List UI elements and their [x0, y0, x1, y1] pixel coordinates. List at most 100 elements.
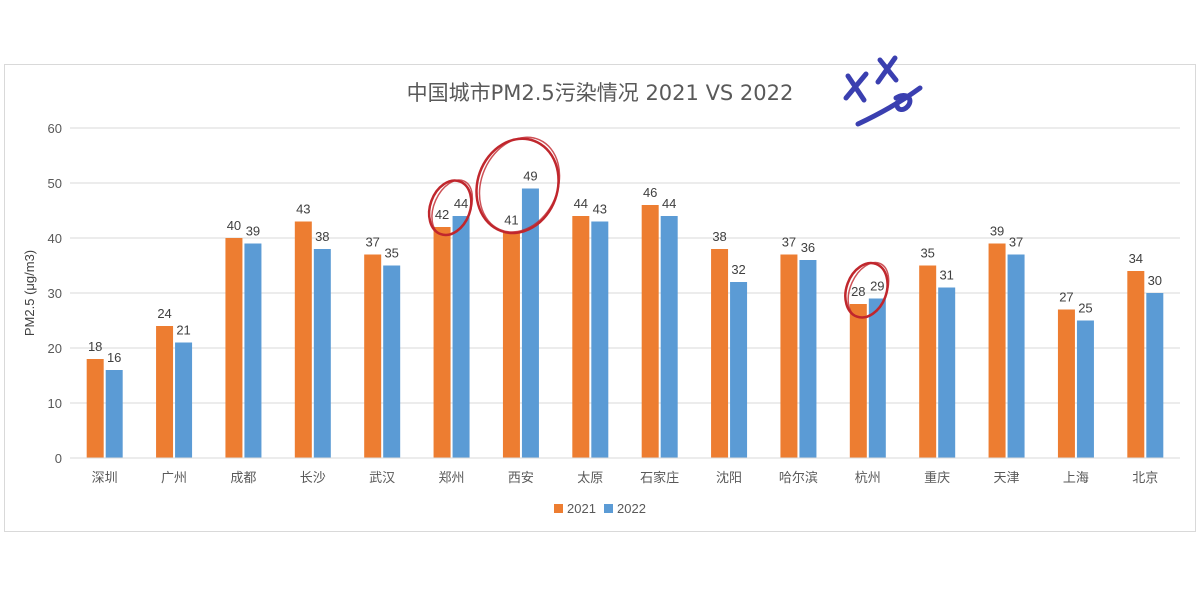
data-label: 37	[1009, 235, 1023, 250]
bar-2022-10	[799, 260, 817, 458]
data-label: 34	[1129, 251, 1143, 266]
y-tick-label: 60	[48, 121, 62, 136]
bar-2021-11	[849, 304, 867, 458]
x-category-label: 哈尔滨	[779, 470, 818, 486]
legend-swatch-2021	[554, 504, 563, 513]
bar-2022-11	[868, 298, 886, 458]
data-label: 39	[246, 224, 260, 239]
bar-2022-8	[660, 216, 678, 458]
bar-2021-9	[711, 249, 729, 458]
data-label: 24	[157, 306, 171, 321]
bar-2021-3	[294, 221, 312, 458]
data-label: 44	[662, 196, 676, 211]
bar-2021-6	[502, 232, 520, 458]
data-label: 31	[939, 268, 953, 283]
bar-2022-3	[313, 249, 331, 458]
bar-2021-1	[156, 326, 174, 458]
legend-swatch-2022	[604, 504, 613, 513]
bar-2021-10	[780, 254, 798, 458]
data-label: 16	[107, 350, 121, 365]
y-axis-ticks: 0 10 20 30 40 50 60	[48, 121, 62, 466]
x-category-label: 天津	[994, 471, 1020, 486]
bar-2022-15	[1146, 293, 1164, 458]
data-label: 38	[315, 229, 329, 244]
bar-2022-12	[938, 287, 956, 458]
data-label: 21	[176, 323, 190, 338]
x-category-label: 广州	[161, 471, 187, 486]
y-tick-label: 30	[48, 286, 62, 301]
bar-2021-8	[641, 205, 659, 458]
data-label: 44	[454, 196, 468, 211]
bar-2022-0	[105, 370, 123, 458]
bar-2021-15	[1127, 271, 1145, 458]
bar-2022-13	[1007, 254, 1025, 458]
highlight-circle	[844, 261, 890, 319]
data-label: 37	[365, 235, 379, 250]
x-category-label: 郑州	[439, 471, 465, 486]
data-label: 32	[731, 262, 745, 277]
data-label: 46	[643, 185, 657, 200]
data-label: 30	[1148, 273, 1162, 288]
x-axis-categories: 深圳 广州 成都 长沙 武汉 郑州 西安 太原 石家庄 沈阳 哈尔滨 杭州 重庆 天津 上海 北京	[92, 470, 1159, 486]
x-category-label: 武汉	[369, 471, 395, 486]
data-label: 41	[504, 213, 518, 228]
y-tick-label: 10	[48, 396, 62, 411]
bar-2021-14	[1057, 309, 1075, 458]
bar-2022-2	[244, 243, 262, 458]
y-tick-label: 40	[48, 231, 62, 246]
y-tick-label: 20	[48, 341, 62, 356]
data-label: 42	[435, 207, 449, 222]
x-category-label: 长沙	[300, 471, 326, 486]
handwritten-annotations	[427, 136, 890, 319]
x-category-label: 西安	[508, 471, 534, 486]
x-category-label: 杭州	[855, 471, 881, 486]
bar-2022-4	[383, 265, 401, 458]
x-category-label: 太原	[577, 471, 603, 486]
x-category-label: 重庆	[924, 470, 950, 486]
highlight-circle	[427, 179, 474, 237]
legend-label: 2022	[617, 501, 646, 516]
bar-2021-5	[433, 227, 451, 458]
bar-2021-13	[988, 243, 1006, 458]
handwritten-cross-smiley-icon	[843, 55, 923, 127]
data-label: 28	[851, 284, 865, 299]
data-label: 29	[870, 279, 884, 294]
x-category-label: 深圳	[92, 471, 118, 486]
data-label: 38	[712, 229, 726, 244]
data-label: 36	[801, 240, 815, 255]
bar-2022-5	[452, 216, 470, 458]
bar-2022-9	[730, 282, 748, 458]
x-category-label: 成都	[230, 471, 256, 486]
bar-2022-1	[175, 342, 193, 458]
bar-2021-12	[919, 265, 937, 458]
bar-2021-7	[572, 216, 590, 458]
bar-2021-2	[225, 238, 243, 458]
data-label: 35	[920, 246, 934, 261]
data-label: 37	[782, 235, 796, 250]
data-label: 43	[593, 202, 607, 217]
data-label: 40	[227, 218, 241, 233]
y-tick-label: 0	[55, 451, 62, 466]
data-label: 49	[523, 169, 537, 184]
data-labels: 18 16 24 21 40 39 43 38 37 35 42 44 41 49 44 43 46 44 38 32…	[88, 169, 1162, 366]
data-label: 43	[296, 202, 310, 217]
x-category-label: 沈阳	[716, 471, 742, 486]
x-category-label: 上海	[1063, 471, 1089, 486]
highlight-circle	[475, 136, 561, 235]
chart-title: 中国城市PM2.5污染情况 2021 VS 2022	[407, 81, 794, 105]
bar-2021-4	[364, 254, 382, 458]
data-label: 27	[1059, 290, 1073, 305]
data-label: 25	[1078, 301, 1092, 316]
bar-2021-0	[86, 359, 104, 458]
x-category-label: 石家庄	[640, 470, 679, 486]
data-label: 39	[990, 224, 1004, 239]
bar-2022-14	[1076, 320, 1094, 458]
bar-2022-7	[591, 221, 609, 458]
x-category-label: 北京	[1132, 471, 1158, 486]
legend: 2021 2022	[554, 501, 646, 516]
data-label: 18	[88, 339, 102, 354]
y-tick-label: 50	[48, 176, 62, 191]
legend-label: 2021	[567, 501, 596, 516]
